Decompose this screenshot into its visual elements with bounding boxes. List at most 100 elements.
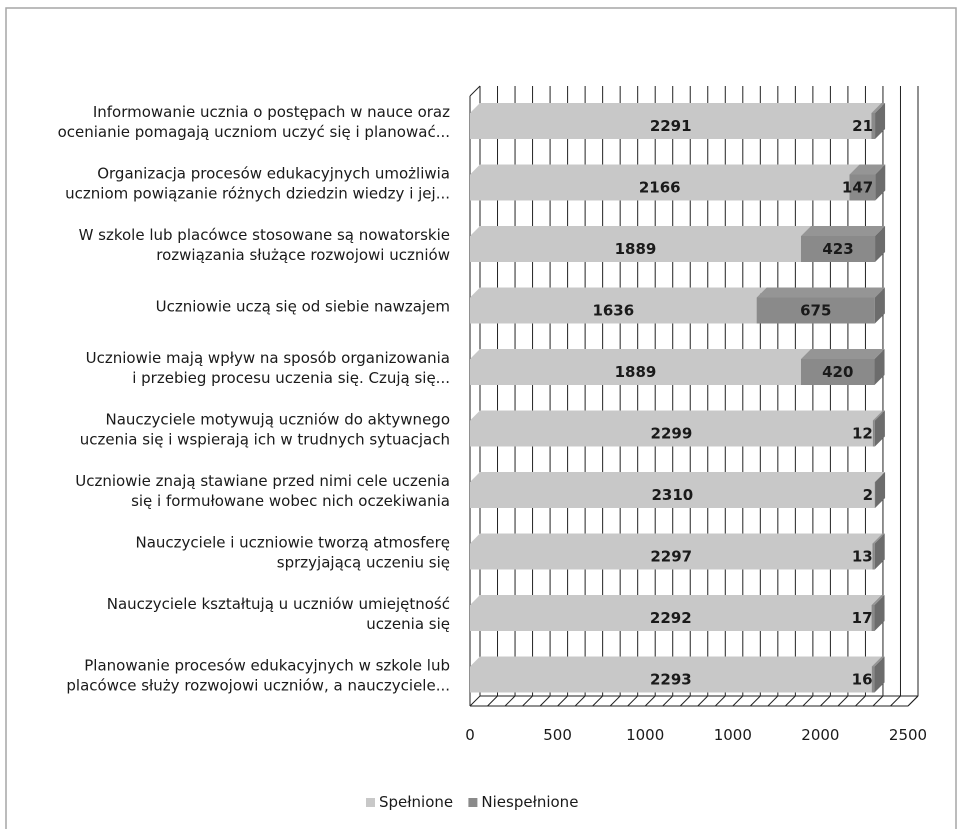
x-tick-label: 0 [465,726,475,744]
bar-niespelnione [800,359,875,385]
value-label-niespelnione: 16 [852,671,873,689]
bars [470,103,886,693]
floor-gridline [609,695,621,707]
floor-gridline [820,695,831,707]
category-label: uczniom powiązanie różnych dziedzin wied… [65,185,450,203]
category-label: Planowanie procesów edukacyjnych w szkol… [84,657,450,675]
x-tick-label: 2000 [801,726,839,744]
value-label-spelnione: 1889 [615,363,657,381]
bar-spelnione [470,666,872,693]
category-label: rozwiązania służące rozwojowi uczniów [156,246,450,264]
floor-gridline [557,695,568,707]
floor-gridline [855,695,866,707]
axis-corner-top [469,85,481,97]
bar-spelnione [470,113,872,139]
category-label: się i formułowane wobec nich oczekiwania [131,492,450,510]
x-tick-label: 2500 [889,726,927,744]
bar-spelnione [470,605,872,631]
category-label: sprzyjającą uczeniu się [277,554,450,572]
category-label: Uczniowie uczą się od siebie nawzajem [156,298,450,316]
floor-gridline [504,695,516,707]
bar-side-niespelnione [875,472,886,508]
bar-niespelnione [871,113,876,139]
value-label-spelnione: 1889 [615,240,657,258]
bar-top-spelnione [470,410,883,421]
floor-gridline [539,695,551,707]
value-label-spelnione: 2166 [639,179,681,197]
bar-top-spelnione [470,103,882,113]
category-label: i przebieg procesu uczenia się. Czują si… [132,369,450,387]
category-label: Uczniowie znają stawiane przed nimi cele… [75,472,450,490]
floor-gridline [749,695,761,707]
floor-gridline [487,695,498,707]
value-label-spelnione: 2299 [651,425,693,443]
value-label-niespelnione: 423 [822,240,853,258]
bar-top-spelnione [470,656,882,667]
bar-side-niespelnione [875,164,886,201]
floor-right-edge [907,695,919,707]
category-label: Nauczyciele kształtują u uczniów umiejęt… [107,595,450,613]
legend: Spełnione Niespełnione [366,793,578,811]
bar-top-spelnione [470,226,811,236]
value-label-niespelnione: 13 [852,548,873,566]
bar-spelnione [470,174,850,201]
value-label-spelnione: 1636 [592,302,634,320]
floor-gridline [802,695,814,707]
floor-gridline [767,695,779,707]
floor-gridline [592,695,603,707]
category-label: W szkole lub placówce stosowane są nowat… [79,226,450,244]
value-label-spelnione: 2291 [650,117,692,135]
value-label-spelnione: 2297 [650,548,692,566]
bar-side-niespelnione [874,595,885,631]
legend-label: Spełnione [379,793,453,811]
bar-niespelnione [871,666,875,693]
legend-swatch [366,798,375,807]
bar-spelnione [470,359,801,385]
value-label-niespelnione: 21 [852,117,873,135]
bar-spelnione [470,420,873,447]
bar-side-niespelnione [874,349,885,385]
value-label-niespelnione: 675 [800,302,831,320]
x-tick-label: 500 [543,726,572,744]
legend-swatch [468,798,478,807]
bar-top-spelnione [470,533,883,544]
value-label-niespelnione: 2 [863,486,873,504]
bar-niespelnione [871,605,875,631]
bar-top-niespelnione [800,349,885,359]
bar-niespelnione [849,174,876,201]
bar-niespelnione [800,236,876,262]
bar-niespelnione [756,297,875,324]
bar-spelnione [470,482,875,508]
floor-gridline [872,695,884,707]
bar-top-spelnione [470,349,811,359]
bar-niespelnione [872,543,875,570]
bar-top-niespelnione [871,656,885,667]
value-label-niespelnione: 17 [852,609,873,627]
x-tick-label: 1000 [626,726,664,744]
category-label: ocenianie pomagają uczniom uczyć się i p… [58,123,450,141]
bar-spelnione [470,297,757,324]
floor-gridline [627,695,639,707]
value-label-spelnione: 2310 [651,486,693,504]
bar-side-niespelnione [874,287,885,324]
category-label: Organizacja procesów edukacyjnych umożli… [97,165,450,183]
floor-gridline [522,695,533,707]
category-label: Uczniowie mają wpływ na sposób organizow… [86,349,450,367]
bar-top-niespelnione [872,533,885,544]
floor-gridline [697,695,709,707]
bar-side-niespelnione [874,533,885,570]
bar-spelnione [470,236,801,262]
value-label-spelnione: 2293 [650,671,692,689]
floor-gridline [837,695,849,707]
bar-side-niespelnione [874,410,885,447]
category-label: Nauczyciele motywują uczniów do aktywneg… [106,411,451,429]
bar-top-spelnione [470,287,767,298]
floor-gridline [662,695,674,707]
floor-gridline [732,695,744,707]
value-label-niespelnione: 147 [842,179,873,197]
floor-gridline [679,695,691,707]
bar-top-niespelnione [849,164,886,175]
bar-niespelnione [872,420,875,447]
